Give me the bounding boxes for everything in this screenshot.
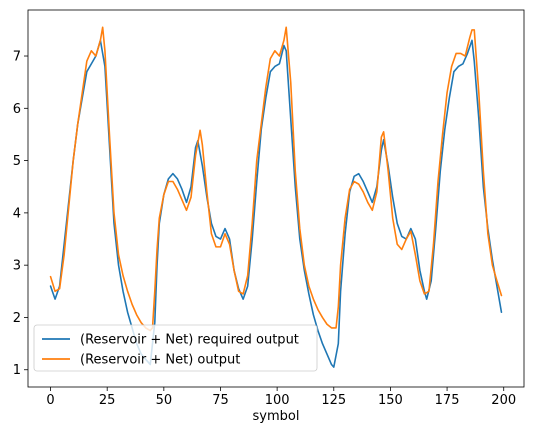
x-tick-label: 0 — [46, 393, 54, 408]
x-tick-label: 50 — [156, 393, 173, 408]
series-line-2 — [49, 26, 503, 332]
y-tick-label: 3 — [13, 259, 21, 274]
x-tick-label: 125 — [321, 393, 346, 408]
x-tick-label: 150 — [378, 393, 403, 408]
y-tick-label: 5 — [13, 154, 21, 169]
x-tick-label: 75 — [212, 393, 229, 408]
x-tick-label: 200 — [491, 393, 516, 408]
series-line-1 — [49, 39, 503, 368]
x-axis-label: symbol — [253, 409, 300, 424]
x-tick-label: 25 — [99, 393, 116, 408]
legend-box — [33, 324, 318, 372]
legend-label-1: (Reservoir + Net) required output — [80, 333, 299, 348]
x-tick-label: 175 — [435, 393, 460, 408]
y-tick-label: 6 — [13, 102, 21, 117]
legend-label-2: (Reservoir + Net) output — [80, 353, 240, 368]
plot-background — [28, 10, 524, 387]
y-tick-label: 7 — [13, 50, 21, 65]
y-tick-label: 4 — [13, 206, 21, 221]
plot-area — [28, 10, 524, 387]
legend: (Reservoir + Net) required output (Reserv… — [33, 324, 318, 372]
series-layer — [49, 26, 503, 368]
x-tick-label: 100 — [265, 393, 290, 408]
y-tick-label: 2 — [13, 311, 21, 326]
axes-layer: 0 25 50 75 100 125 150 175 200 1 2 3 4 5 6 7 — [13, 9, 525, 408]
axes-frame — [27, 9, 525, 388]
y-tick-label: 1 — [13, 363, 21, 378]
